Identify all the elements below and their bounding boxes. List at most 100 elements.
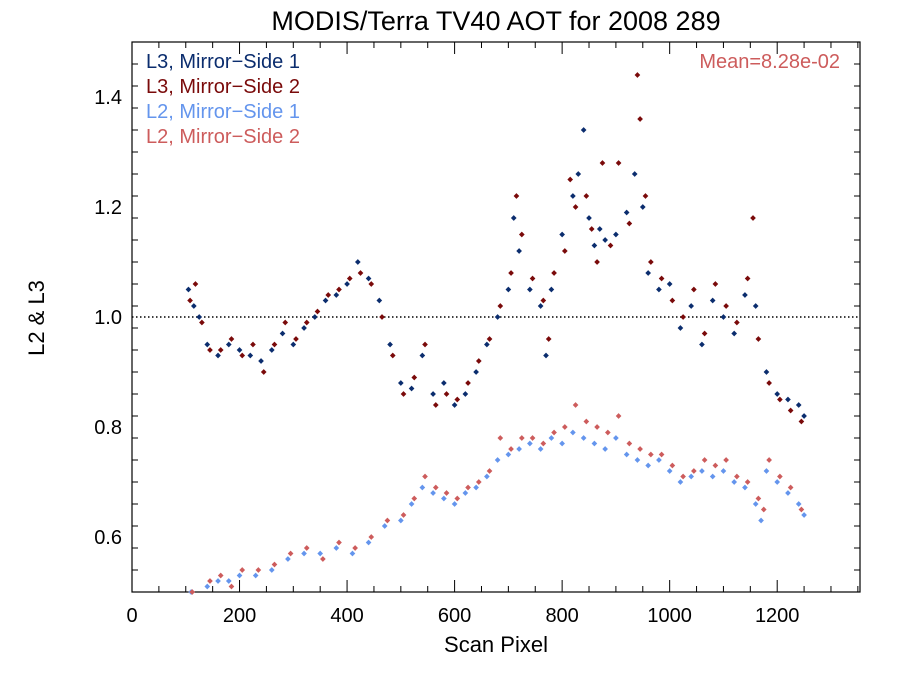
- data-point: [709, 473, 716, 480]
- data-point: [236, 347, 243, 353]
- legend-entry: L2, Mirror−Side 2: [146, 126, 300, 148]
- data-point: [752, 303, 759, 309]
- data-point: [744, 275, 751, 282]
- data-point: [626, 440, 633, 447]
- data-point: [567, 176, 574, 183]
- data-point: [626, 220, 633, 227]
- x-tick-label: 400: [330, 605, 363, 627]
- data-point: [637, 446, 643, 452]
- data-point: [268, 567, 275, 573]
- legend: L3, Mirror−Side 1 L3, Mirror−Side 2 L2, Mi…: [146, 51, 300, 148]
- data-point: [712, 462, 719, 469]
- data-point: [666, 281, 673, 287]
- data-point: [537, 446, 544, 452]
- y-axis-title: L2 & L3: [24, 280, 49, 356]
- data-point: [443, 490, 450, 496]
- data-point: [279, 330, 286, 337]
- data-point: [731, 479, 738, 485]
- data-point: [777, 396, 783, 403]
- data-point: [336, 539, 342, 546]
- data-point: [258, 358, 264, 364]
- data-point: [613, 435, 619, 441]
- data-point: [634, 72, 641, 78]
- data-point: [658, 451, 665, 458]
- data-point: [189, 589, 196, 595]
- data-point: [591, 242, 598, 249]
- data-point: [379, 314, 385, 320]
- legend-entry: L3, Mirror−Side 1: [146, 51, 300, 73]
- data-point: [290, 341, 297, 348]
- data-point: [228, 336, 235, 342]
- data-point: [398, 380, 404, 386]
- data-point: [548, 435, 555, 441]
- data-point: [795, 402, 802, 408]
- data-point: [486, 336, 493, 342]
- data-point: [191, 303, 197, 309]
- data-point: [787, 407, 794, 414]
- data-point: [473, 484, 479, 491]
- data-point: [742, 292, 748, 298]
- data-point: [648, 451, 654, 458]
- data-point: [720, 314, 727, 320]
- data-point: [785, 490, 791, 496]
- data-point: [333, 545, 340, 551]
- data-point: [236, 572, 243, 579]
- data-point: [465, 484, 471, 491]
- data-point: [527, 440, 533, 447]
- data-point: [207, 347, 213, 353]
- data-point: [513, 193, 520, 199]
- data-point: [301, 550, 307, 557]
- data-point: [400, 512, 407, 518]
- x-tick-label: 1000: [647, 605, 692, 627]
- data-point: [658, 275, 665, 282]
- data-point: [473, 369, 479, 375]
- data-point: [645, 462, 651, 469]
- data-point: [787, 484, 794, 491]
- data-point: [484, 473, 490, 480]
- series-2: [187, 72, 805, 425]
- data-points: [185, 72, 807, 595]
- data-point: [293, 336, 299, 342]
- data-point: [317, 550, 324, 557]
- data-point: [196, 314, 203, 320]
- data-point: [795, 501, 802, 507]
- data-point: [559, 231, 565, 238]
- data-point: [763, 369, 770, 375]
- data-point: [527, 286, 533, 293]
- data-point: [763, 468, 770, 474]
- data-point: [518, 231, 525, 238]
- data-point: [591, 440, 598, 447]
- data-point: [387, 341, 393, 348]
- series-3: [188, 429, 807, 595]
- data-point: [400, 391, 407, 397]
- data-point: [260, 369, 267, 375]
- data-point: [349, 550, 356, 557]
- data-point: [734, 319, 740, 326]
- data-point: [454, 495, 461, 502]
- data-point: [712, 281, 719, 287]
- data-point: [465, 380, 471, 386]
- data-point: [271, 561, 278, 568]
- data-point: [637, 116, 643, 122]
- series-4: [189, 402, 805, 595]
- data-point: [518, 435, 525, 441]
- x-tick-label: 1200: [755, 605, 800, 627]
- y-tick-label: 0.6: [94, 527, 122, 549]
- data-point: [408, 501, 415, 507]
- data-point: [441, 495, 447, 502]
- data-point: [723, 303, 729, 309]
- data-point: [529, 435, 536, 441]
- data-point: [691, 286, 697, 293]
- data-point: [187, 297, 193, 304]
- data-point: [381, 523, 388, 529]
- data-point: [594, 259, 600, 265]
- data-point: [709, 297, 716, 304]
- tick-labels: 0 200 400 600 800 1000 1200 0.6 0.8 1.0 1.2 1.4: [94, 87, 799, 627]
- data-point: [475, 358, 482, 364]
- data-point: [320, 556, 326, 562]
- data-point: [505, 451, 512, 458]
- mean-annotation: Mean=8.28e-02: [699, 51, 840, 73]
- data-point: [615, 413, 622, 419]
- data-point: [354, 259, 361, 265]
